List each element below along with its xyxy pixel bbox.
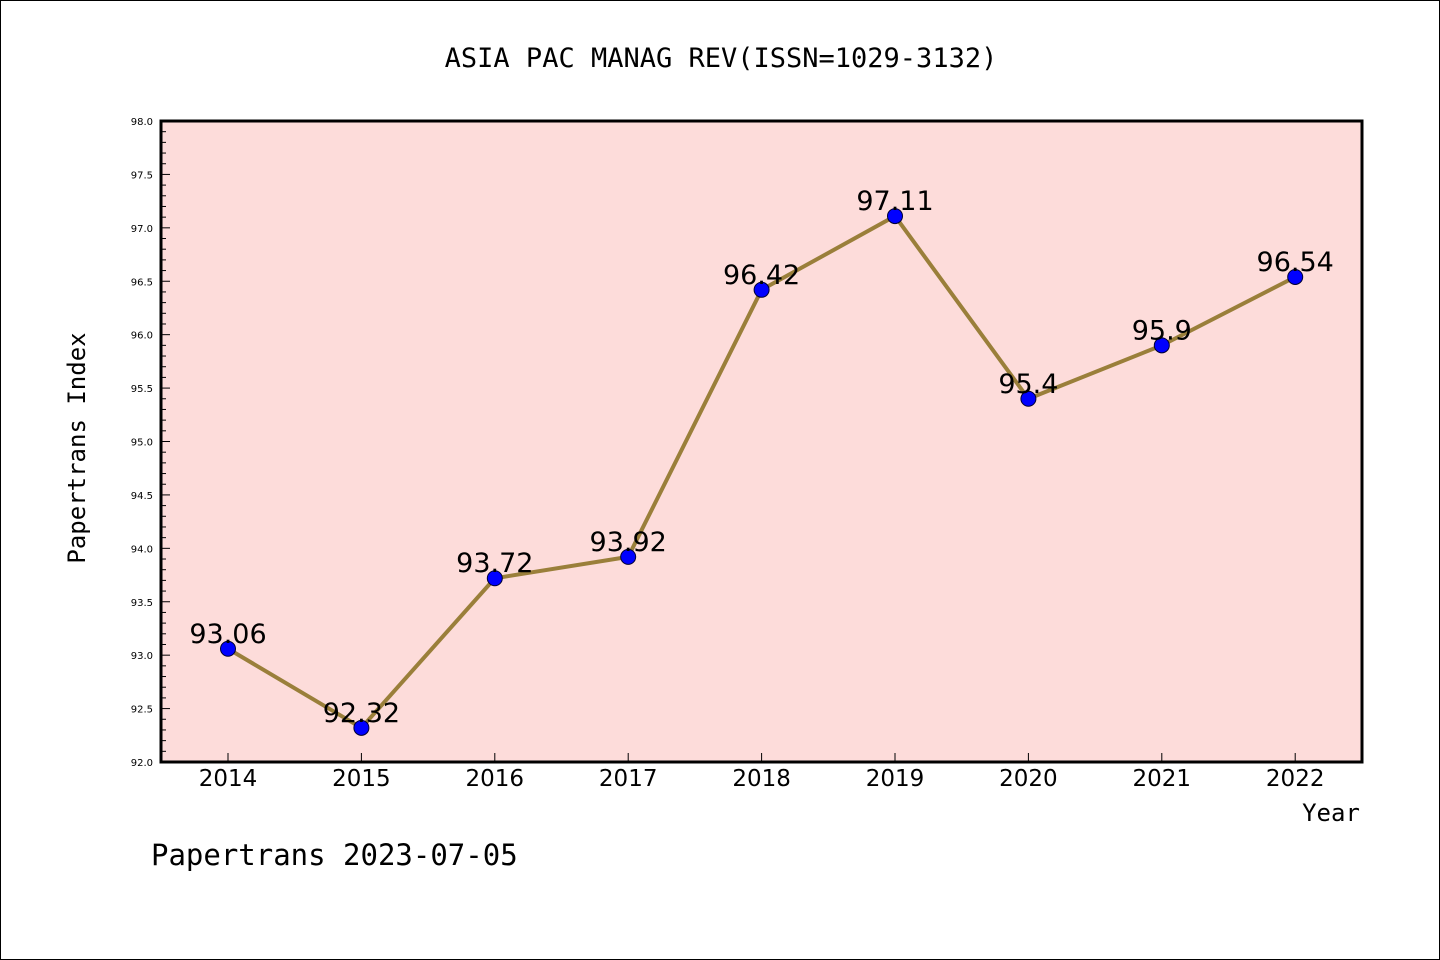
x-tick-label: 2021 <box>1133 766 1192 792</box>
x-tick-label: 2016 <box>466 766 525 792</box>
y-axis-label: Papertrans Index <box>63 332 91 563</box>
data-label: 93.72 <box>456 548 533 579</box>
y-tick-label: 98.0 <box>131 117 153 128</box>
data-label: 92.32 <box>323 698 400 729</box>
x-tick-label: 2019 <box>866 766 925 792</box>
y-tick-label: 95.5 <box>131 384 153 395</box>
data-point-marker <box>1020 390 1037 407</box>
y-tick-label: 96.0 <box>131 331 153 342</box>
y-tick-label: 95.0 <box>131 438 153 449</box>
data-point-marker <box>620 548 637 565</box>
plot-border <box>159 119 1364 764</box>
x-tick-label: 2022 <box>1266 766 1325 792</box>
footer-text: Papertrans 2023-07-05 <box>151 838 518 872</box>
x-axis-ticks: 2014 2015 2016 2017 2018 2019 2020 2021 2022 <box>199 753 1325 792</box>
x-tick-label: 2020 <box>999 766 1058 792</box>
plot-area <box>161 121 1362 762</box>
y-tick-label: 97.5 <box>131 170 153 181</box>
data-point-marker <box>1153 337 1170 354</box>
data-label: 96.42 <box>723 260 800 291</box>
x-tick-label: 2017 <box>599 766 658 792</box>
data-point-marker <box>486 570 503 587</box>
y-tick-label: 94.5 <box>131 491 153 502</box>
data-label: 93.92 <box>590 527 667 558</box>
y-axis-ticks: 92.0 92.5 93.0 93.5 94.0 94.5 95.0 95.5 96.0 96.5… <box>131 117 170 769</box>
data-point-marker <box>753 281 770 298</box>
y-tick-label: 92.5 <box>131 705 153 716</box>
series-layer: 93.06 92.32 93.72 93.92 96.42 97.11 95.4 95.9 96… <box>189 186 1334 736</box>
data-label: 97.11 <box>856 186 933 217</box>
chart-title: ASIA PAC MANAG REV(ISSN=1029-3132) <box>445 43 998 74</box>
y-tick-label: 92.0 <box>131 758 153 769</box>
data-point-marker <box>887 208 903 225</box>
y-tick-label: 93.0 <box>131 651 153 662</box>
data-label: 96.54 <box>1257 247 1334 278</box>
y-tick-label: 97.0 <box>131 224 153 235</box>
y-tick-label: 93.5 <box>131 598 153 609</box>
x-tick-label: 2018 <box>732 766 791 792</box>
data-point-marker <box>1287 268 1304 285</box>
x-tick-label: 2014 <box>199 766 258 792</box>
y-tick-label: 94.0 <box>131 544 153 555</box>
y-tick-label: 96.5 <box>131 277 153 288</box>
data-point-marker <box>353 719 370 736</box>
data-label: 95.9 <box>1132 315 1192 346</box>
data-label: 93.06 <box>189 619 266 650</box>
x-tick-label: 2015 <box>332 766 391 792</box>
data-label: 95.4 <box>998 369 1058 400</box>
data-point-marker <box>220 640 236 657</box>
x-axis-label: Year <box>1302 799 1360 827</box>
